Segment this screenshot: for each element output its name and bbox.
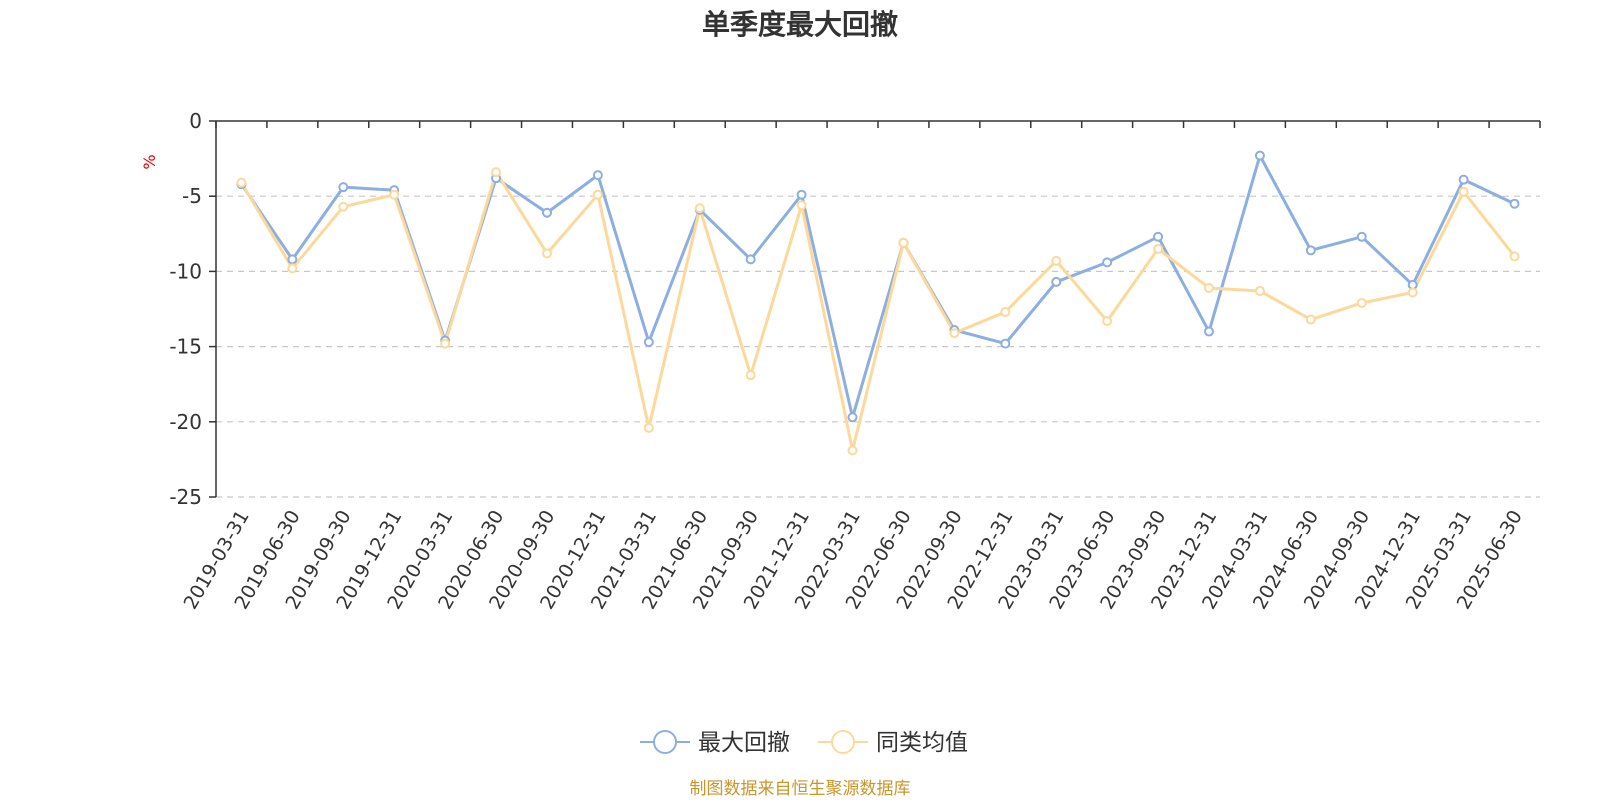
data-point-series-1 — [1205, 328, 1213, 336]
data-point-series-1 — [849, 413, 857, 421]
y-tick-label: -20 — [169, 410, 202, 434]
data-point-series-2 — [747, 371, 755, 379]
data-point-series-2 — [1307, 316, 1315, 324]
data-point-series-2 — [645, 424, 653, 432]
legend-circle-icon — [832, 731, 854, 753]
axes: 0-5-10-15-20-252019-03-312019-06-302019-… — [169, 109, 1540, 613]
data-point-series-2 — [849, 446, 857, 454]
data-point-series-2 — [696, 204, 704, 212]
data-point-series-2 — [899, 239, 907, 247]
series-line-2 — [241, 172, 1514, 450]
legend-item-1[interactable]: 最大回撤 — [640, 730, 790, 756]
data-point-series-1 — [1052, 278, 1060, 286]
y-axis-unit: % — [140, 154, 159, 169]
data-point-series-2 — [1358, 299, 1366, 307]
data-point-series-2 — [1052, 257, 1060, 265]
y-tick-label: -15 — [169, 335, 202, 359]
data-point-series-1 — [1460, 176, 1468, 184]
data-point-series-2 — [1205, 284, 1213, 292]
y-tick-label: -10 — [169, 259, 202, 283]
data-point-series-2 — [1154, 245, 1162, 253]
data-point-series-2 — [594, 191, 602, 199]
data-point-series-2 — [798, 201, 806, 209]
y-tick-label: -5 — [182, 184, 202, 208]
data-point-series-2 — [950, 329, 958, 337]
data-point-series-1 — [543, 209, 551, 217]
data-point-series-1 — [339, 183, 347, 191]
data-point-series-1 — [798, 191, 806, 199]
legend-label: 同类均值 — [876, 730, 968, 756]
data-point-series-2 — [492, 168, 500, 176]
legend-label: 最大回撤 — [698, 730, 790, 756]
data-point-series-2 — [1409, 288, 1417, 296]
data-point-series-1 — [1256, 152, 1264, 160]
y-tick-label: -25 — [169, 485, 202, 509]
data-point-series-2 — [390, 191, 398, 199]
data-point-series-2 — [1001, 308, 1009, 316]
data-point-series-1 — [1307, 246, 1315, 254]
data-point-series-2 — [441, 340, 449, 348]
data-point-series-1 — [1511, 200, 1519, 208]
y-tick-label: 0 — [189, 109, 202, 133]
source-note: 制图数据来自恒生聚源数据库 — [690, 779, 911, 799]
data-point-series-1 — [594, 171, 602, 179]
data-point-series-1 — [645, 338, 653, 346]
legend-item-2[interactable]: 同类均值 — [818, 730, 968, 756]
data-point-series-1 — [288, 255, 296, 263]
chart-title: 单季度最大回撤 — [702, 8, 898, 41]
data-point-series-1 — [1358, 233, 1366, 241]
data-point-series-2 — [1460, 188, 1468, 196]
data-point-series-1 — [1154, 233, 1162, 241]
legend-circle-icon — [654, 731, 676, 753]
data-point-series-1 — [747, 255, 755, 263]
legend[interactable]: 最大回撤 同类均值 — [640, 730, 968, 756]
series-lines — [237, 152, 1518, 455]
data-point-series-2 — [1256, 287, 1264, 295]
data-point-series-2 — [1511, 252, 1519, 260]
data-point-series-1 — [1103, 258, 1111, 266]
data-point-series-2 — [543, 249, 551, 257]
data-point-series-2 — [339, 203, 347, 211]
series-line-1 — [241, 156, 1514, 418]
data-point-series-1 — [1001, 340, 1009, 348]
data-point-series-2 — [237, 179, 245, 187]
data-point-series-2 — [288, 264, 296, 272]
data-point-series-2 — [1103, 317, 1111, 325]
